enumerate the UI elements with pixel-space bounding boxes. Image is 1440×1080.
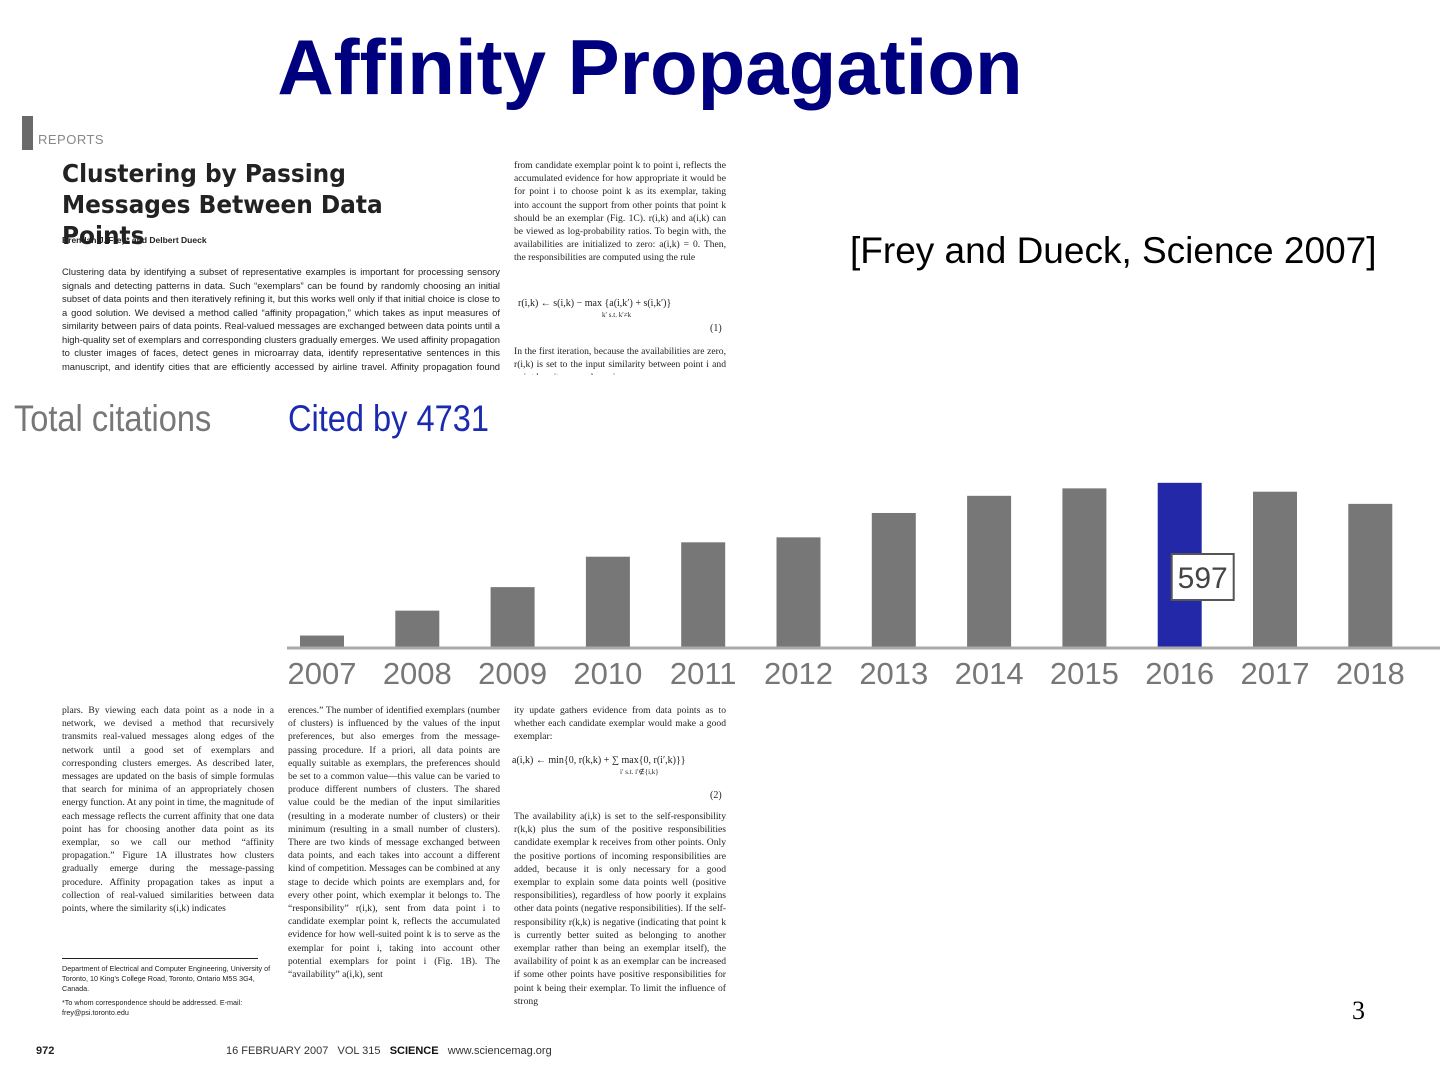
paper-title: Clustering by Passing Messages Between D… [62, 159, 383, 250]
tick-label-2014: 2014 [955, 656, 1024, 691]
citations-bar-chart: 2007 2008 2009 2010 2011 2012 2013 2014 2015 2016… [287, 482, 1440, 691]
x-axis-tick-labels: 2007 2008 2009 2010 2011 2012 2013 2014 2015 2016… [288, 656, 1405, 691]
paper-column-3-top: ity update gathers evidence from data po… [514, 705, 726, 743]
equation-1: r(i,k) ← s(i,k) − max {a(i,k′) + s(i,k′)… [518, 298, 726, 320]
footnote-contact: *To whom correspondence should be addres… [62, 998, 243, 1017]
equation-1-number: (1) [710, 323, 722, 334]
bar-2014[interactable] [967, 495, 1012, 648]
footer-journal: SCIENCE [389, 1045, 439, 1057]
journal-footer: 16 FEBRUARY 2007 VOL 315 SCIENCE www.sci… [226, 1045, 552, 1057]
bar-2009[interactable] [490, 587, 535, 648]
section-marker [22, 116, 33, 150]
bar-2015[interactable] [1062, 488, 1107, 648]
footer-volume: VOL 315 [337, 1045, 381, 1057]
paper-column-2: erences.” The number of identified exemp… [288, 705, 500, 981]
equation-2-number: (2) [710, 790, 722, 801]
bar-2011[interactable] [681, 542, 726, 648]
equation-2: a(i,k) ← min{0, r(k,k) + ∑ max{0, r(i′,k… [512, 755, 728, 777]
bar-2012[interactable] [776, 537, 821, 648]
paper-column-right-top: from candidate exemplar point k to point… [514, 160, 726, 264]
highlight-box [1170, 553, 1235, 601]
tick-label-2016: 2016 [1145, 656, 1214, 691]
paper-authors: Brendan J. Frey* and Delbert Dueck [62, 235, 207, 245]
bar-2013[interactable] [871, 512, 916, 648]
tick-label-2011: 2011 [670, 656, 737, 691]
paper-column-1: plars. By viewing each data point as a n… [62, 705, 274, 915]
journal-page-number: 972 [36, 1045, 55, 1057]
tick-label-2009: 2009 [478, 656, 547, 691]
bar-2010[interactable] [585, 556, 630, 648]
highlight-tooltip: 597 [1170, 553, 1235, 601]
tick-label-2013: 2013 [859, 656, 928, 691]
tick-label-2012: 2012 [764, 656, 833, 691]
footnote-affiliation: Department of Electrical and Computer En… [62, 964, 271, 993]
slide-number: 3 [1352, 996, 1365, 1025]
total-citations-label: Total citations [14, 398, 212, 439]
tick-label-2008: 2008 [383, 656, 452, 691]
tick-label-2007: 2007 [288, 656, 357, 691]
paper-column-right-mid: In the first iteration, because the avai… [514, 346, 726, 375]
slide-title: Affinity Propagation [277, 23, 1023, 111]
tick-label-2017: 2017 [1241, 656, 1310, 691]
section-label: REPORTS [38, 132, 105, 147]
paper-abstract: Clustering data by identifying a subset … [62, 266, 500, 372]
equation-1-text: r(i,k) ← s(i,k) − max {a(i,k′) + s(i,k′)… [518, 298, 672, 309]
highlight-value-label: 597 [1178, 562, 1228, 595]
equation-1-subscript: k′ s.t. k′≠k [602, 311, 632, 319]
tick-label-2018: 2018 [1336, 656, 1405, 691]
footnote-divider [62, 958, 258, 959]
citation-reference: [Frey and Dueck, Science 2007] [850, 230, 1377, 271]
footer-url: www.sciencemag.org [447, 1045, 552, 1057]
bar-2007[interactable] [300, 635, 344, 648]
equation-2-text: a(i,k) ← min{0, r(k,k) + ∑ max{0, r(i′,k… [512, 755, 686, 766]
footer-date: 16 FEBRUARY 2007 [226, 1045, 329, 1057]
bar-2008[interactable] [395, 610, 440, 648]
bar-2018[interactable] [1348, 503, 1393, 648]
cited-by-link[interactable]: Cited by 4731 [288, 398, 489, 439]
tick-label-2015: 2015 [1050, 656, 1119, 691]
footnotes: Department of Electrical and Computer En… [62, 964, 274, 1018]
equation-2-subscript: i′ s.t. i′∉{i,k} [620, 768, 659, 776]
tick-label-2010: 2010 [573, 656, 642, 691]
bar-2017[interactable] [1253, 491, 1297, 648]
paper-column-3-bottom: The availability a(i,k) is set to the se… [514, 811, 726, 1007]
chart-bars [300, 482, 1393, 648]
